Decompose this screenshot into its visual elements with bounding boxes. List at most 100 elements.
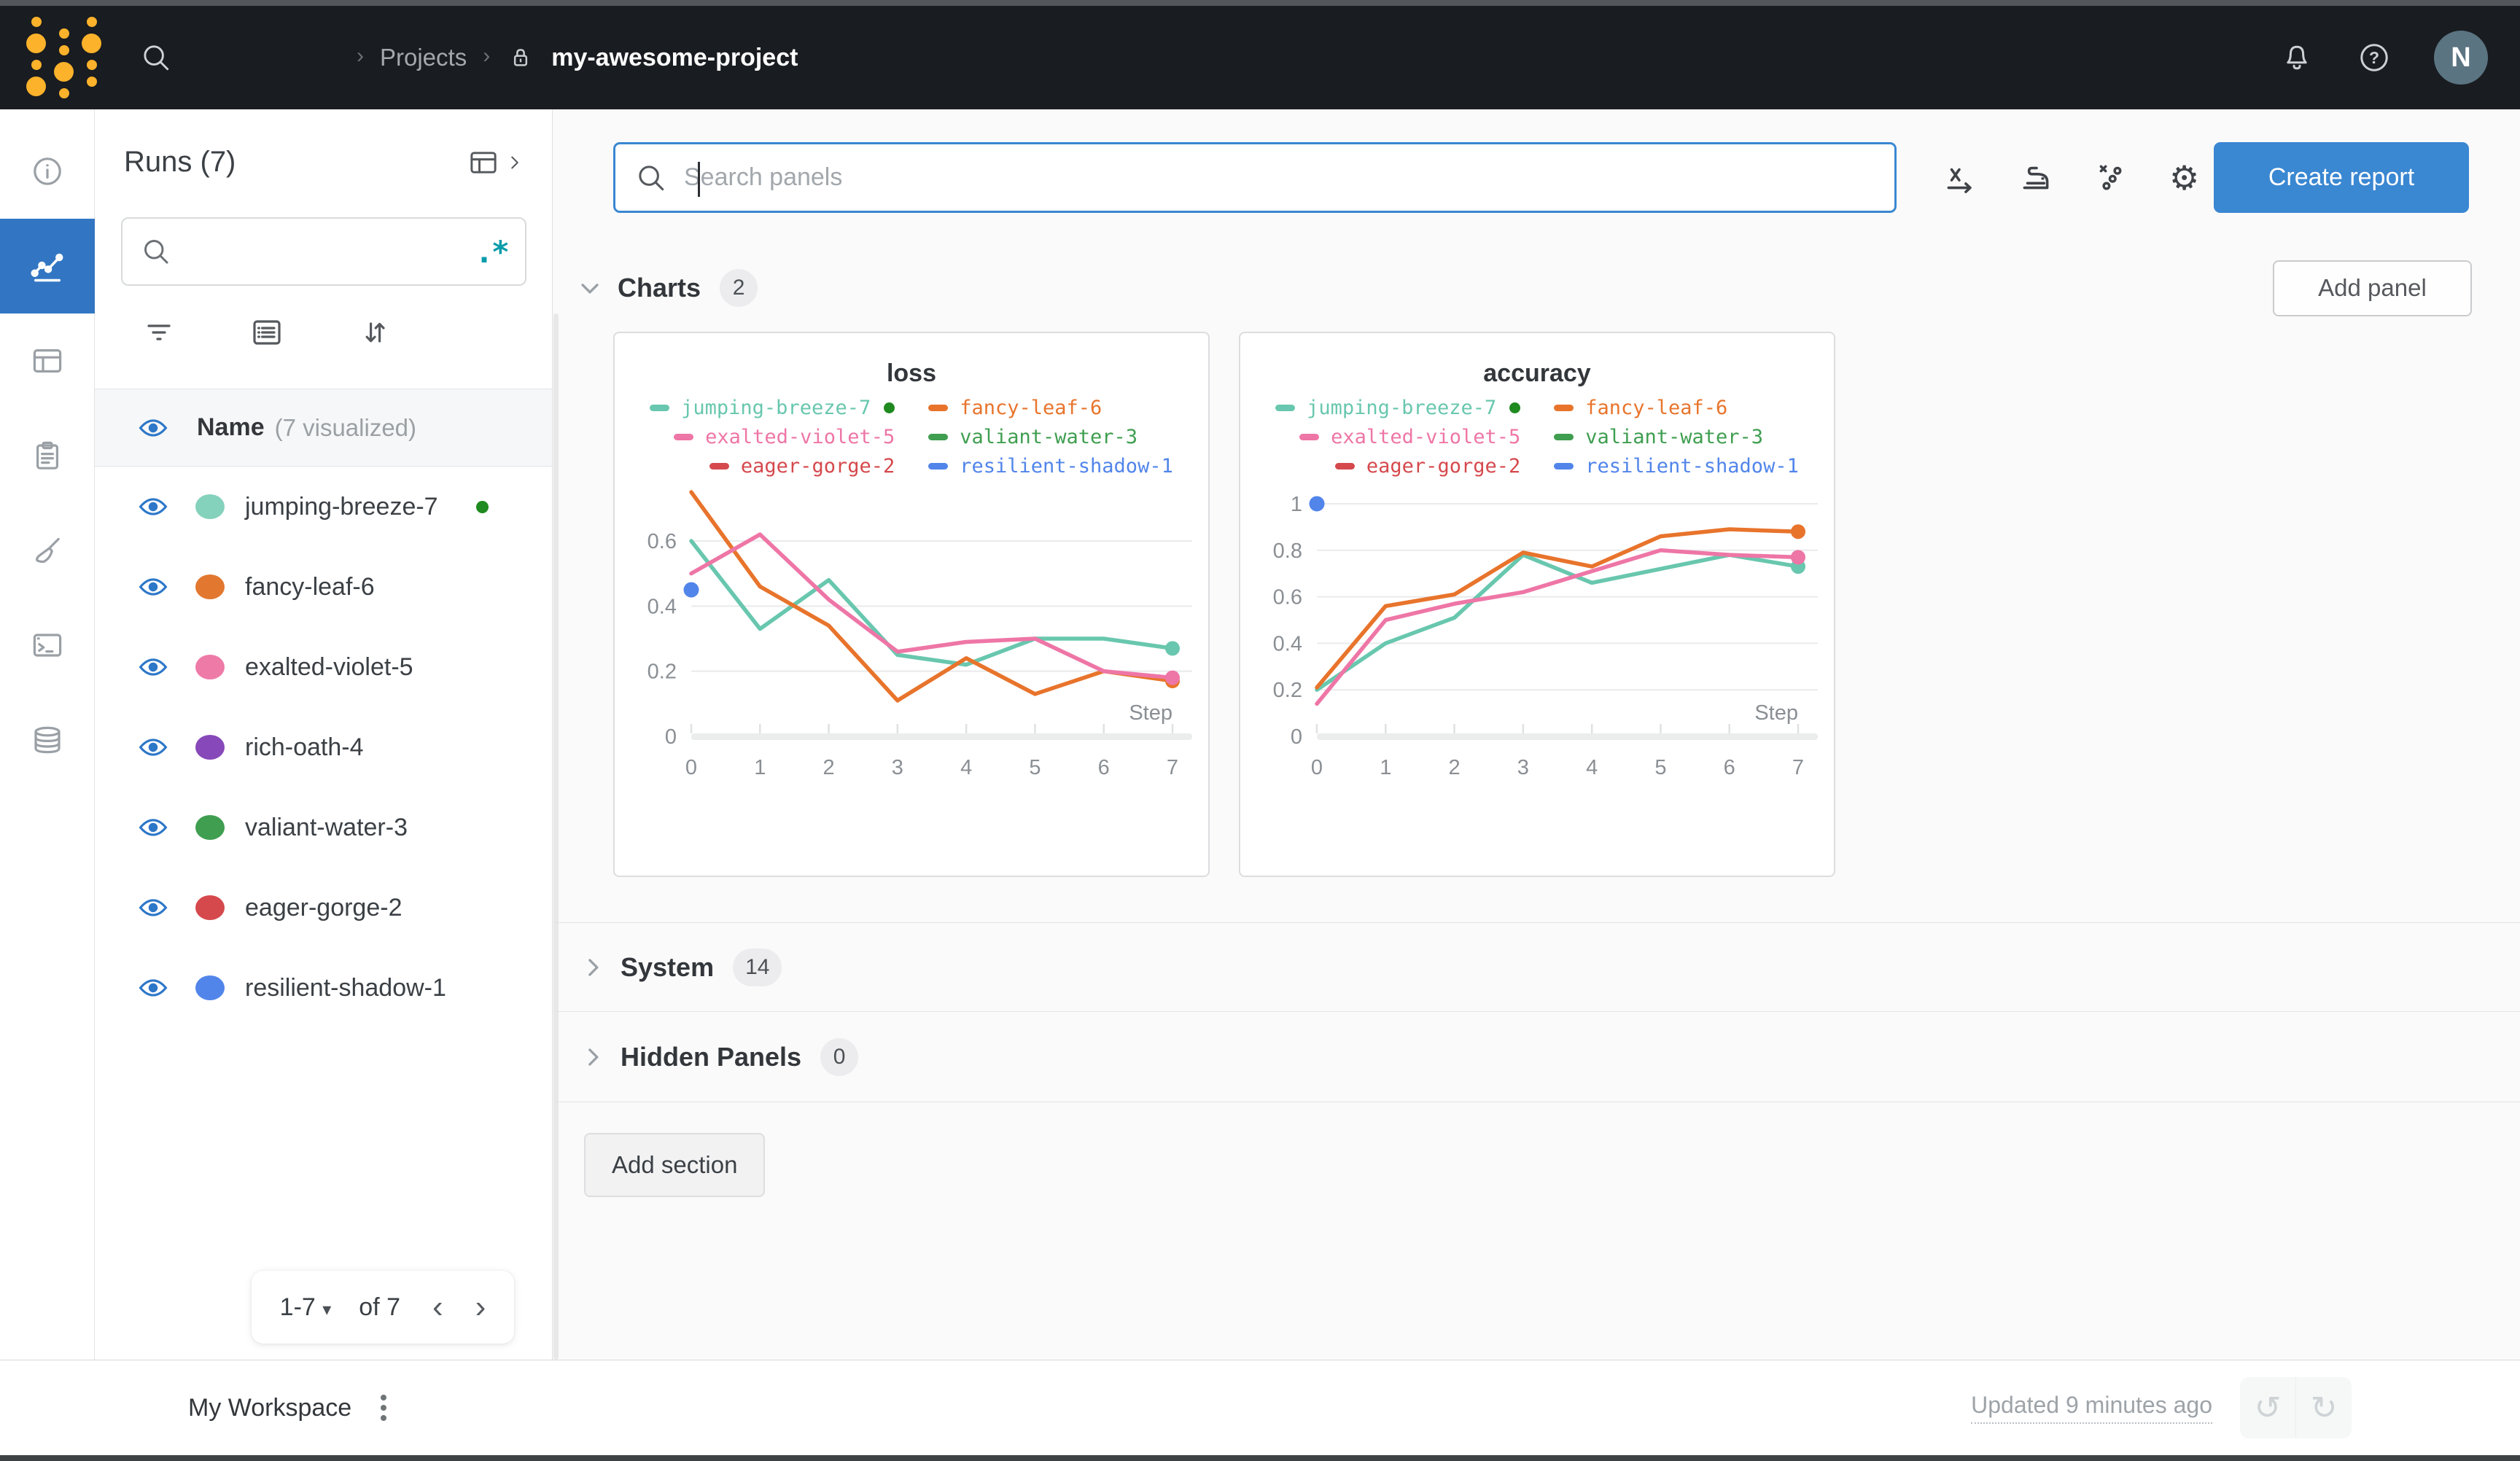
visibility-eye-icon[interactable] — [137, 731, 169, 763]
outliers-icon[interactable] — [2093, 160, 2130, 196]
system-section-header[interactable]: System 14 — [553, 922, 2520, 1011]
page-total: of 7 — [359, 1293, 401, 1321]
run-row-rich-oath-4[interactable]: rich-oath-4 — [95, 707, 552, 787]
visibility-eye-icon[interactable] — [137, 972, 169, 1004]
redo-button[interactable]: ↻ — [2296, 1377, 2352, 1438]
sidebar-item-logs[interactable] — [0, 408, 95, 503]
breadcrumb-chevron-icon: › — [357, 44, 364, 68]
section-chevron-icon — [578, 953, 607, 982]
notifications-bell-icon[interactable] — [2279, 40, 2314, 75]
smoothing-icon[interactable] — [2018, 160, 2054, 196]
visibility-all-eye-icon[interactable] — [137, 412, 169, 444]
run-row-resilient-shadow-1[interactable]: resilient-shadow-1 — [95, 948, 552, 1028]
legend-entry[interactable]: resilient-shadow-1 — [928, 455, 1173, 478]
breadcrumb-chevron-icon: › — [483, 44, 491, 68]
global-search-icon[interactable] — [139, 41, 173, 74]
run-name[interactable]: valiant-water-3 — [245, 813, 408, 841]
legend-entry[interactable]: eager-gorge-2 — [709, 455, 895, 478]
visibility-eye-icon[interactable] — [137, 491, 169, 523]
sidebar-item-sweeps[interactable] — [0, 503, 95, 598]
search-icon — [144, 240, 168, 264]
sidebar-item-table[interactable] — [0, 313, 95, 408]
run-name[interactable]: exalted-violet-5 — [245, 652, 413, 681]
last-updated-text[interactable]: Updated 9 minutes ago — [1971, 1392, 2212, 1424]
run-row-fancy-leaf-6[interactable]: fancy-leaf-6 — [95, 547, 552, 627]
sidebar-item-console[interactable] — [0, 598, 95, 693]
lock-icon — [506, 43, 535, 72]
legend-entry[interactable]: fancy-leaf-6 — [1554, 397, 1799, 419]
legend-swatch — [1554, 434, 1574, 440]
breadcrumb-projects[interactable]: Projects — [380, 44, 467, 71]
legend-entry[interactable]: valiant-water-3 — [1554, 426, 1799, 448]
legend-entry[interactable]: jumping-breeze-7 — [650, 397, 895, 419]
legend-swatch — [709, 463, 729, 470]
legend-entry[interactable]: fancy-leaf-6 — [928, 397, 1173, 419]
columns-settings-icon[interactable] — [249, 315, 284, 350]
legend-entry[interactable]: eager-gorge-2 — [1334, 455, 1521, 478]
avatar[interactable]: N — [2434, 31, 2488, 85]
visibility-eye-icon[interactable] — [137, 651, 169, 683]
workspace-footer: My Workspace Updated 9 minutes ago ↺ ↻ — [0, 1360, 2520, 1455]
visibility-eye-icon[interactable] — [137, 571, 169, 603]
help-icon[interactable]: ? — [2357, 40, 2392, 75]
svg-text:6: 6 — [1724, 756, 1735, 779]
settings-gear-icon[interactable]: ⚙ — [2169, 157, 2200, 198]
legend-entry[interactable]: valiant-water-3 — [928, 426, 1173, 448]
regex-toggle-icon[interactable]: .* — [475, 233, 510, 270]
charts-section-label[interactable]: Charts — [618, 273, 701, 303]
breadcrumb-project-name[interactable]: my-awesome-project — [551, 43, 798, 71]
sidebar-item-artifacts[interactable] — [0, 693, 95, 787]
run-row-valiant-water-3[interactable]: valiant-water-3 — [95, 787, 552, 868]
visibility-eye-icon[interactable] — [137, 892, 169, 924]
run-row-eager-gorge-2[interactable]: eager-gorge-2 — [95, 868, 552, 948]
legend-swatch — [1554, 463, 1574, 470]
runs-table-expand-icon[interactable] — [467, 147, 526, 179]
svg-text:5: 5 — [1029, 756, 1041, 779]
legend-label: eager-gorge-2 — [1366, 455, 1521, 478]
visibility-eye-icon[interactable] — [137, 811, 169, 844]
svg-text:3: 3 — [892, 756, 903, 779]
run-name[interactable]: jumping-breeze-7 — [245, 492, 438, 521]
add-section-button[interactable]: Add section — [584, 1133, 766, 1197]
wandb-logo[interactable] — [26, 17, 101, 98]
run-row-exalted-violet-5[interactable]: exalted-violet-5 — [95, 627, 552, 707]
panel-accuracy-chart[interactable]: accuracy jumping-breeze-7 fancy-leaf-6 exa… — [1239, 332, 1835, 877]
svg-text:2: 2 — [823, 756, 835, 779]
run-row-jumping-breeze-7[interactable]: jumping-breeze-7 — [95, 467, 552, 547]
legend-label: valiant-water-3 — [960, 426, 1138, 448]
legend-entry[interactable]: resilient-shadow-1 — [1554, 455, 1799, 478]
runs-search-input[interactable]: .* — [121, 217, 526, 286]
prev-page-button[interactable]: ‹ — [432, 1289, 443, 1325]
panel-loss-chart[interactable]: loss jumping-breeze-7 fancy-leaf-6 exalted… — [613, 332, 1210, 877]
run-name[interactable]: eager-gorge-2 — [245, 893, 402, 922]
svg-text:0.2: 0.2 — [1273, 679, 1302, 702]
create-report-button[interactable]: Create report — [2214, 142, 2469, 213]
panel-resize-handle[interactable] — [553, 313, 559, 1360]
run-name[interactable]: fancy-leaf-6 — [245, 572, 375, 601]
search-panels-input[interactable] — [682, 163, 1875, 192]
hidden-panels-section-header[interactable]: Hidden Panels 0 — [553, 1011, 2520, 1102]
next-page-button[interactable]: › — [475, 1289, 486, 1325]
run-color-dot — [195, 815, 225, 840]
charts-section-chevron-icon[interactable] — [575, 273, 604, 303]
add-panel-button[interactable]: Add panel — [2273, 260, 2472, 316]
undo-button[interactable]: ↺ — [2240, 1377, 2295, 1438]
x-axis-settings-icon[interactable] — [1942, 160, 1978, 196]
svg-text:2: 2 — [1449, 756, 1461, 779]
sidebar-item-workspace[interactable] — [0, 219, 95, 313]
runs-name-header[interactable]: Name (7 visualized) — [95, 389, 552, 467]
workspace-menu-kebab-icon[interactable] — [373, 1387, 394, 1428]
page-range-dropdown[interactable]: 1-7 ▾ — [279, 1293, 332, 1321]
dropdown-arrow-icon: ▾ — [322, 1299, 332, 1320]
filter-icon[interactable] — [141, 315, 176, 350]
run-name[interactable]: resilient-shadow-1 — [245, 973, 446, 1002]
section-chevron-icon — [578, 1043, 607, 1072]
run-name[interactable]: rich-oath-4 — [245, 733, 364, 761]
legend-entry[interactable]: jumping-breeze-7 — [1275, 397, 1521, 419]
legend-entry[interactable]: exalted-violet-5 — [674, 426, 895, 448]
legend-entry[interactable]: exalted-violet-5 — [1299, 426, 1520, 448]
sort-icon[interactable] — [357, 315, 392, 350]
name-column-label: Name — [197, 413, 265, 441]
chart-title: accuracy — [1483, 359, 1591, 387]
sidebar-item-overview[interactable] — [0, 124, 95, 219]
